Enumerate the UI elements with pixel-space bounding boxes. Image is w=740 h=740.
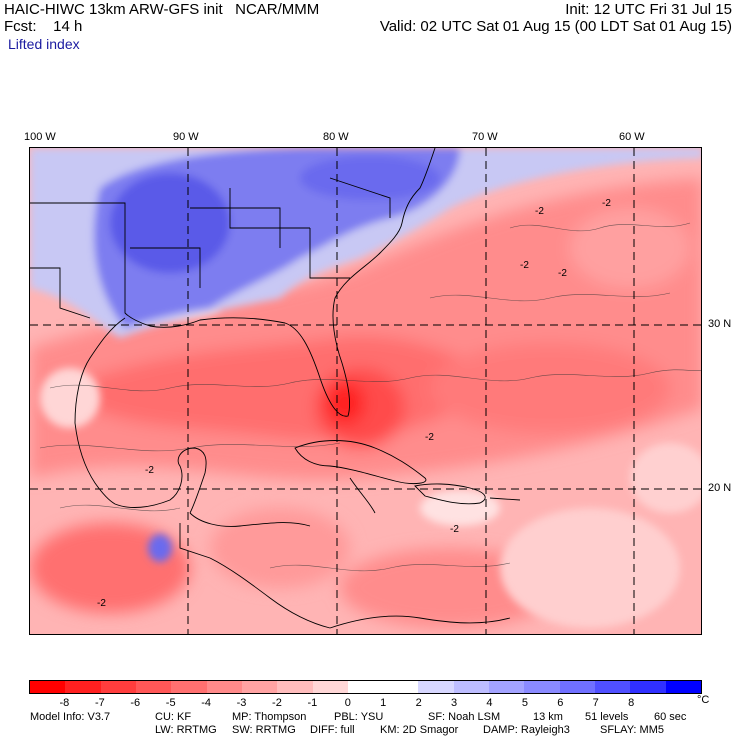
model-title: HAIC-HIWC 13km ARW-GFS init NCAR/MMM — [4, 1, 320, 18]
lat-label-30n: 30 N — [708, 318, 732, 330]
footer-sflay: SFLAY: MM5 — [600, 724, 664, 736]
colorbar-swatch — [206, 681, 242, 693]
colorbar-swatch — [100, 681, 136, 693]
colorbar-tick-label: -1 — [307, 697, 318, 709]
colorbar — [29, 680, 702, 694]
contour-label: -2 — [535, 206, 544, 217]
footer-sw: SW: RRTMG — [232, 724, 296, 736]
colorbar-tick-label: 8 — [628, 697, 635, 709]
lon-label-70w: 70 W — [472, 131, 498, 143]
coastlines — [30, 148, 521, 629]
colorbar-tick-label: -5 — [165, 697, 176, 709]
init-time: Init: 12 UTC Fri 31 Jul 15 — [565, 1, 732, 18]
footer-sf: SF: Noah LSM — [428, 711, 501, 723]
footer-km: KM: 2D Smagor — [380, 724, 459, 736]
colorbar-swatch — [347, 681, 384, 693]
footer-lw: LW: RRTMG — [155, 724, 217, 736]
colorbar-tick-label: 5 — [521, 697, 528, 709]
colorbar-tick-label: 7 — [592, 697, 599, 709]
footer-diff: DIFF: full — [310, 724, 355, 736]
colorbar-tick-label: 3 — [450, 697, 458, 709]
contour-label: -2 — [450, 524, 459, 535]
colorbar-swatch — [30, 681, 66, 693]
contour-label: -2 — [97, 598, 106, 609]
colorbar-swatch — [453, 681, 490, 693]
contour-label: -2 — [145, 465, 154, 476]
contour-label: -2 — [520, 260, 529, 271]
colorbar-swatch — [665, 681, 701, 693]
colorbar-swatch — [277, 681, 313, 693]
colorbar-swatch — [383, 681, 419, 693]
colorbar-swatch — [418, 681, 454, 693]
footer-levels: 51 levels — [585, 711, 629, 723]
colorbar-swatch — [595, 681, 631, 693]
colorbar-swatch — [241, 681, 278, 693]
colorbar-swatch — [312, 681, 348, 693]
colorbar-tick-label: -4 — [201, 697, 211, 709]
lon-label-60w: 60 W — [619, 131, 645, 143]
colorbar-tick-label: 6 — [557, 697, 564, 709]
colorbar-tick-label: 4 — [486, 697, 493, 709]
colorbar-tick-label: -2 — [272, 697, 282, 709]
colorbar-tick-label: 1 — [380, 697, 387, 709]
contour-label: -2 — [602, 198, 611, 209]
lat-label-20n: 20 N — [708, 482, 732, 494]
footer-damp: DAMP: Rayleigh3 — [483, 724, 570, 736]
colorbar-swatch — [630, 681, 666, 693]
colorbar-tick-label: 2 — [415, 697, 422, 709]
footer-timestep: 60 sec — [654, 711, 687, 723]
colorbar-swatch — [489, 681, 525, 693]
lon-label-100w: 100 W — [24, 131, 56, 143]
contour-label: -2 — [558, 268, 567, 279]
lon-label-80w: 80 W — [323, 131, 349, 143]
colorbar-swatch — [65, 681, 101, 693]
lifted-index-map: -2 -2 -2 -2 -2 -2 -2 -2 — [29, 147, 702, 635]
colorbar-tick-label: -8 — [59, 697, 70, 709]
colorbar-tick-label: -3 — [236, 697, 247, 709]
lon-label-90w: 90 W — [173, 131, 199, 143]
lat-lon-grid — [30, 148, 701, 634]
colorbar-tick-label: -7 — [94, 697, 105, 709]
contour-label: -2 — [425, 432, 434, 443]
colorbar-swatch — [135, 681, 172, 693]
forecast-hour: Fcst: 14 h — [4, 18, 83, 35]
footer-pbl: PBL: YSU — [334, 711, 384, 723]
valid-time: Valid: 02 UTC Sat 01 Aug 15 (00 LDT Sat … — [379, 18, 732, 35]
field-name: Lifted index — [8, 36, 80, 52]
colorbar-swatch — [171, 681, 207, 693]
footer-cu: CU: KF — [155, 711, 192, 723]
colorbar-swatch — [524, 681, 560, 693]
footer-resolution: 13 km — [533, 711, 563, 723]
colorbar-unit: °C — [697, 694, 710, 706]
colorbar-tick-label: -6 — [130, 697, 141, 709]
footer-mp: MP: Thompson — [232, 711, 307, 723]
colorbar-swatch — [559, 681, 595, 693]
contour-lines — [39, 222, 701, 572]
stable-zone — [30, 148, 701, 562]
footer-model-info: Model Info: V3.7 — [30, 711, 111, 723]
colorbar-tick-label: 0 — [344, 697, 351, 709]
